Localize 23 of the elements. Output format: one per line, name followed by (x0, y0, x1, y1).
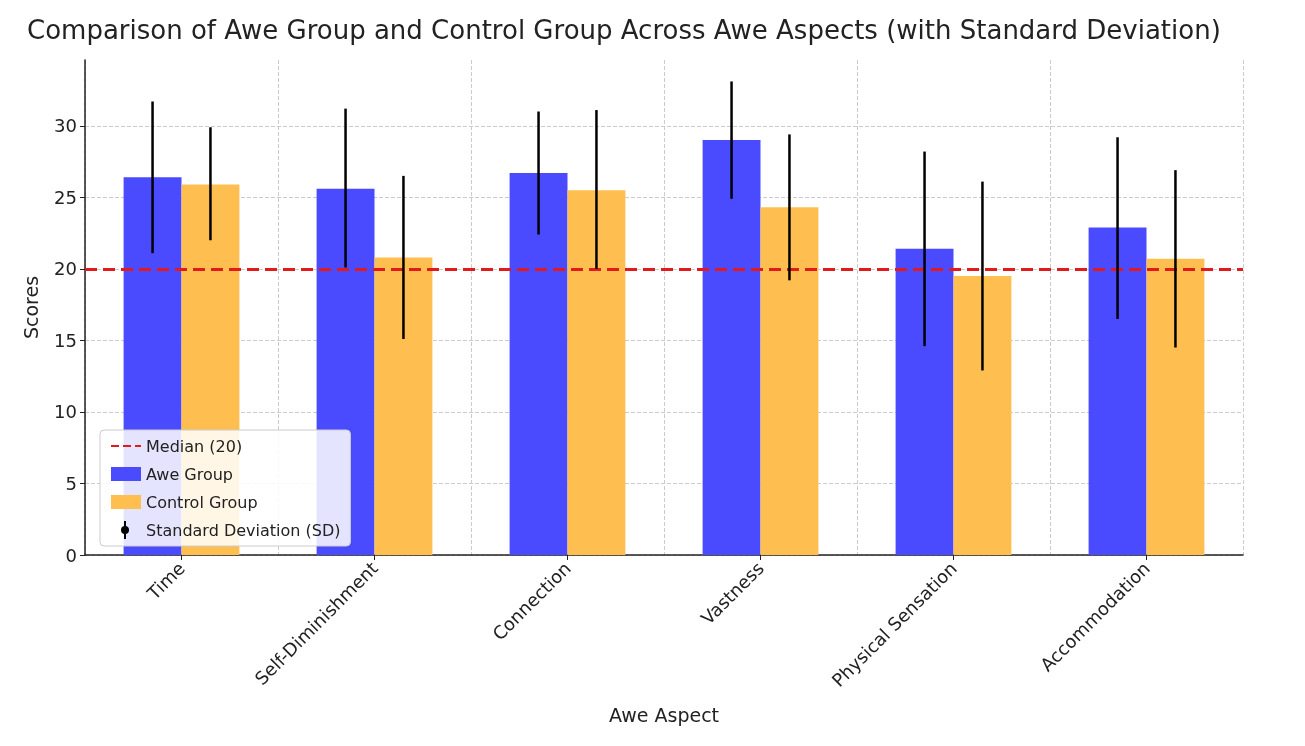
bar (760, 207, 819, 555)
bar (1146, 258, 1205, 555)
bar (374, 257, 433, 555)
bar (1088, 227, 1147, 555)
bar (567, 190, 626, 555)
y-tick-label: 5 (65, 472, 77, 494)
y-tick-label: 0 (65, 544, 77, 566)
y-tick-label: 20 (54, 258, 77, 280)
y-axis-title: Scores (19, 275, 42, 340)
chart-title: Comparison of Awe Group and Control Group Across Awe Aspects (with Standard Deviation) (27, 15, 1221, 45)
x-axis-title: Awe Aspect (608, 703, 720, 726)
bar (895, 248, 954, 555)
y-tick-label: 10 (54, 401, 77, 423)
annotation: Standard Deviation (SD) (146, 520, 341, 540)
legend-label: Control Group (146, 492, 258, 512)
bar (702, 140, 761, 555)
legend-label: Median (20) (146, 436, 243, 456)
y-tick-label: 30 (54, 115, 77, 137)
legend-label: Awe Group (146, 464, 234, 484)
bar (509, 173, 568, 555)
y-tick-label: 15 (54, 329, 77, 351)
y-tick-label: 25 (54, 186, 77, 208)
bar (953, 276, 1012, 555)
